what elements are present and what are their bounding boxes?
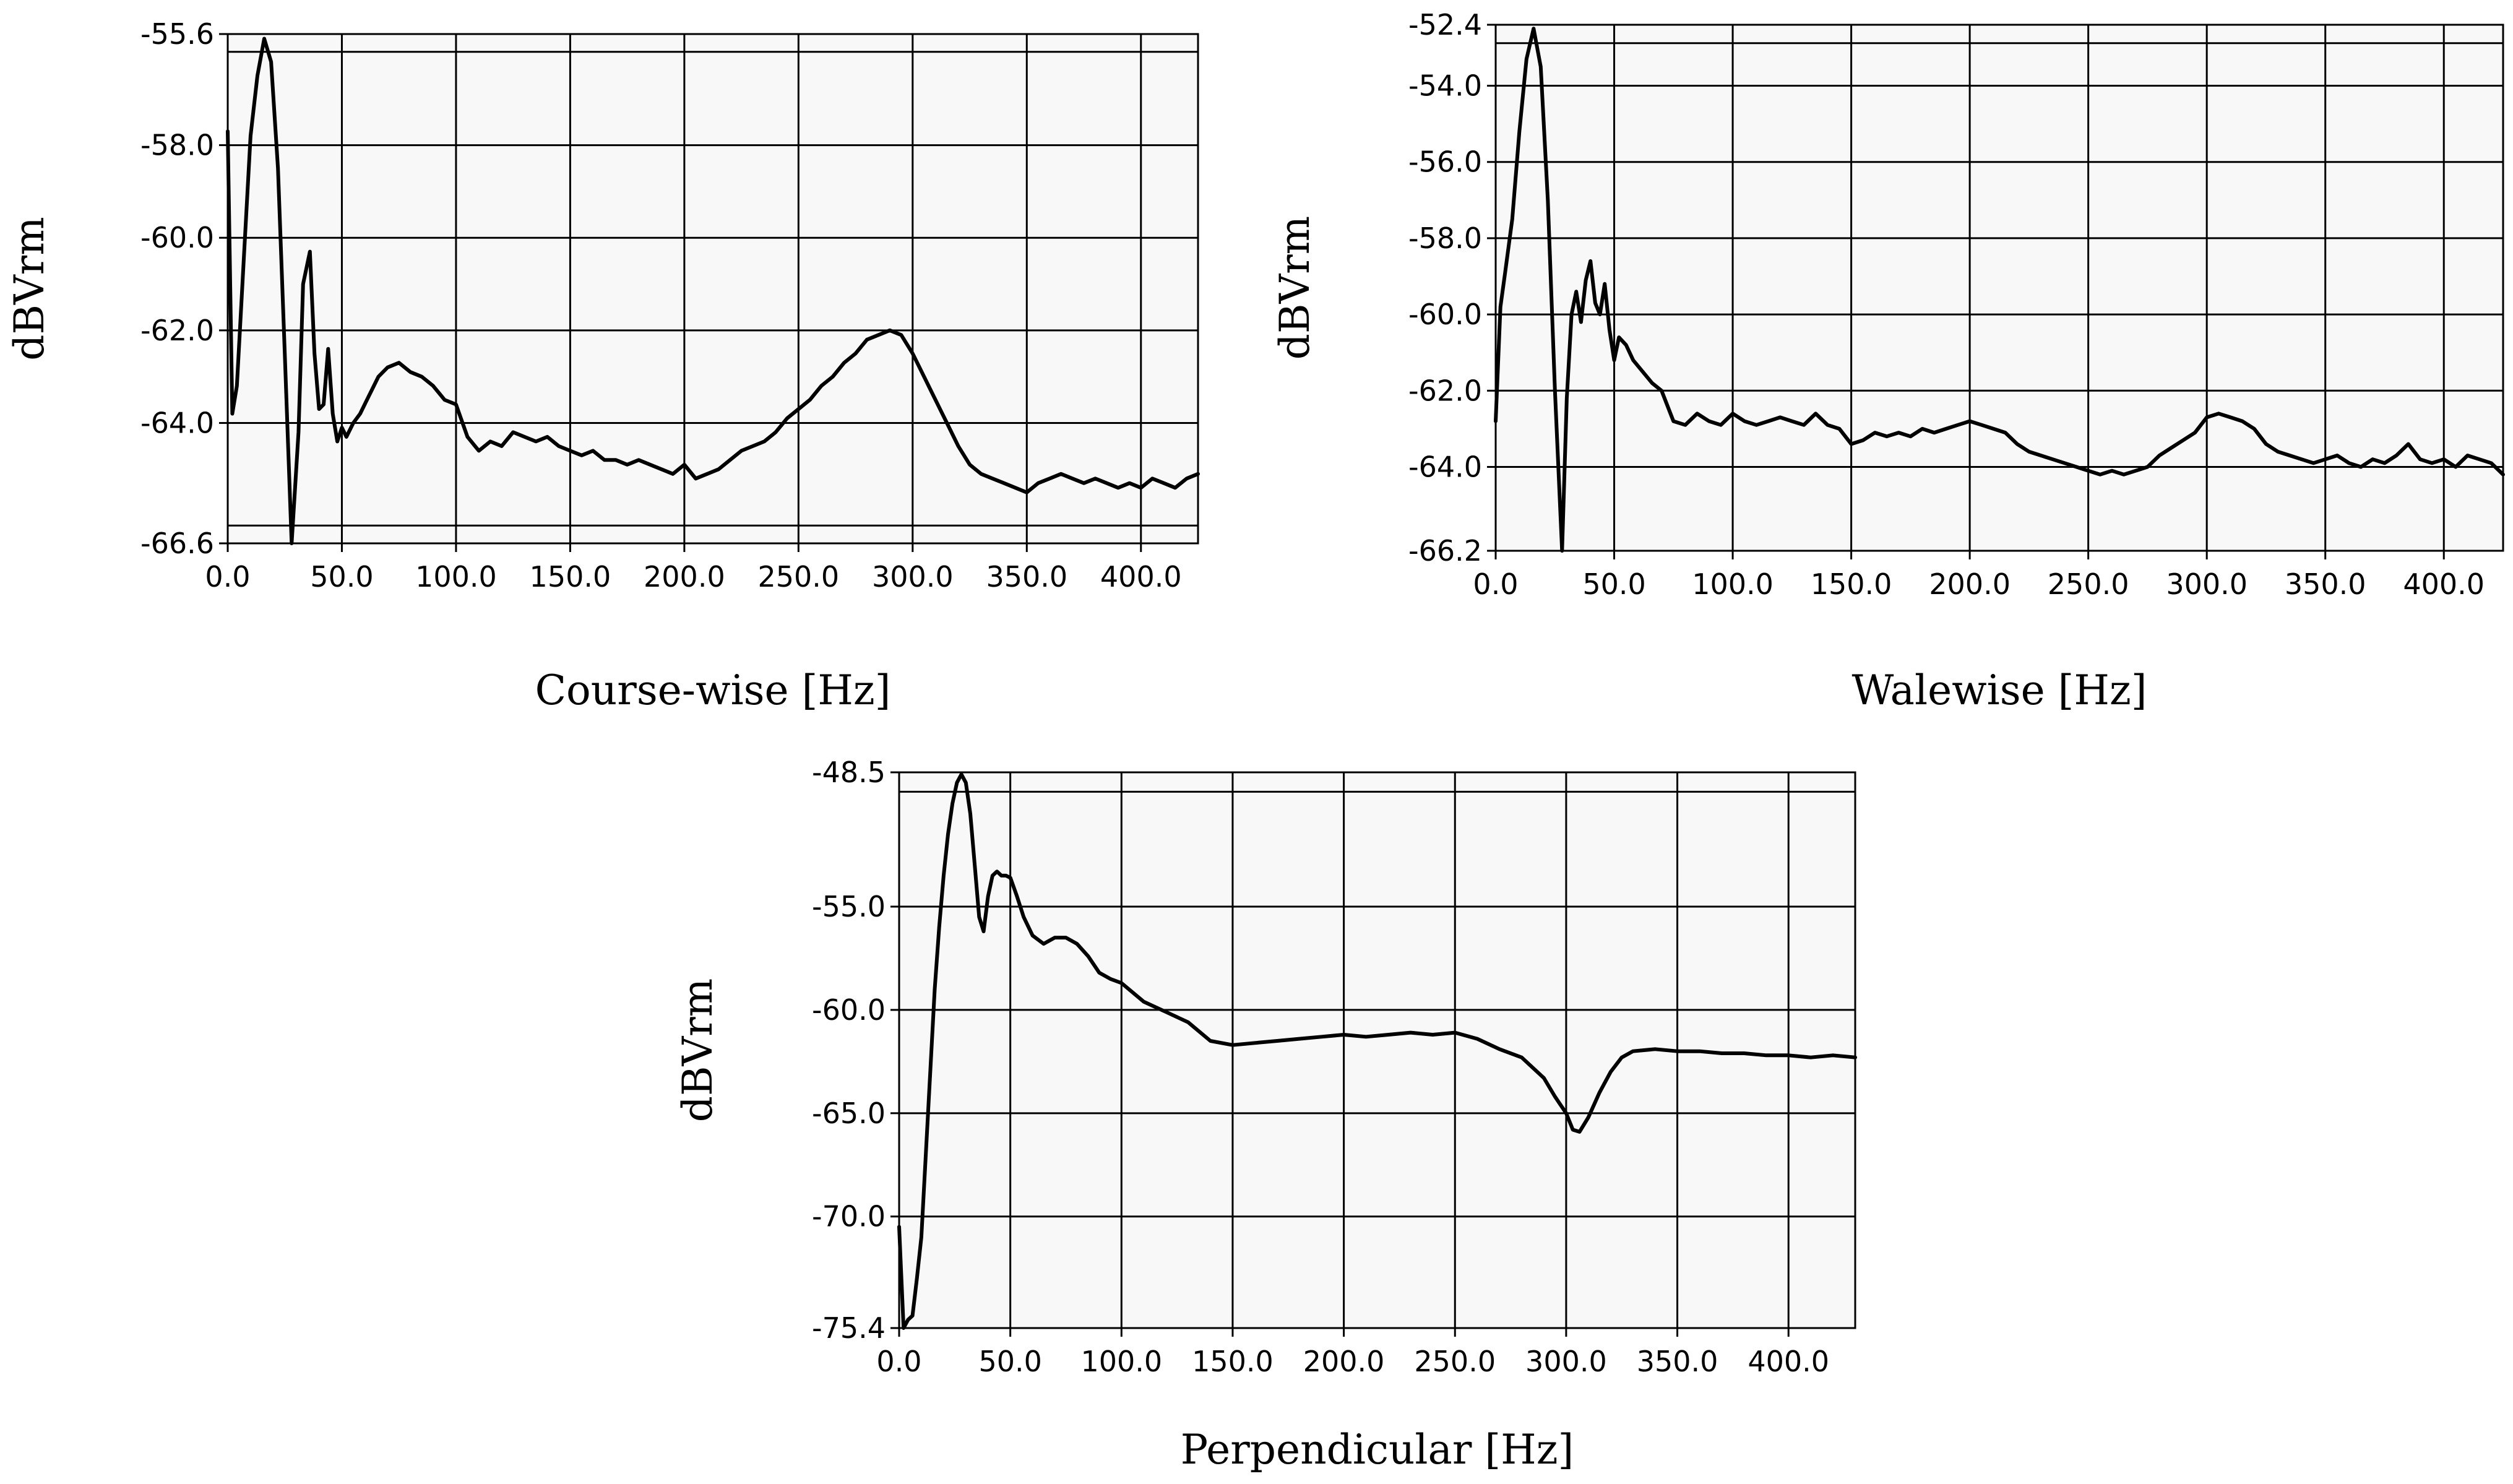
plot-area — [899, 772, 1855, 1328]
plot-area — [228, 34, 1198, 543]
y-tick-label: -56.0 — [1408, 145, 1482, 179]
x-tick-label: 250.0 — [2048, 567, 2129, 601]
x-axis-label: Walewise [Hz] — [1852, 667, 2147, 714]
plot-frame — [898, 771, 1856, 1329]
x-tick-label: 300.0 — [2166, 567, 2248, 601]
x-tick-labels: 0.0 50.0 100.0 150.0 200.0 250.0 300.0 350.0 400… — [205, 543, 1182, 593]
x-tick-label: 350.0 — [2285, 567, 2366, 601]
x-tick-label: 300.0 — [872, 560, 954, 593]
x-tick-label: 250.0 — [758, 560, 840, 593]
y-tick-label: -75.4 — [812, 1311, 886, 1345]
x-tick-label: 0.0 — [1473, 567, 1518, 601]
y-tick-label: -52.4 — [1408, 8, 1482, 41]
series-line — [226, 37, 1200, 545]
grid — [228, 34, 1198, 543]
x-axis-label: Perpendicular [Hz] — [1181, 1426, 1574, 1473]
x-tick-labels: 0.0 50.0 100.0 150.0 200.0 250.0 300.0 350.0 400… — [1473, 551, 2485, 601]
plot-area — [1496, 25, 2503, 551]
x-tick-label: 200.0 — [644, 560, 725, 593]
chart-course-wise: -66.6 -64.0 -62.0 -60.0 -58.0 -55.6 0.0 50.0 10… — [6, 17, 1200, 714]
series-line — [1494, 27, 2505, 553]
grid — [1496, 25, 2503, 551]
y-tick-label: -62.0 — [140, 314, 214, 347]
x-tick-label: 250.0 — [1414, 1345, 1496, 1378]
grid — [899, 772, 1855, 1328]
marks — [1494, 27, 2505, 553]
y-axis-label: dBVrm — [6, 217, 53, 361]
y-tick-labels: -66.6 -64.0 -62.0 -60.0 -58.0 -55.6 — [140, 17, 228, 560]
x-tick-label: 0.0 — [205, 560, 250, 593]
x-tick-label: 400.0 — [2403, 567, 2485, 601]
x-tick-label: 350.0 — [986, 560, 1067, 593]
y-tick-label: -66.6 — [140, 527, 214, 560]
y-tick-label: -60.0 — [1408, 298, 1482, 331]
y-tick-label: -64.0 — [140, 406, 214, 439]
y-tick-labels: -75.4 -70.0 -65.0 -60.0 -55.0 -48.5 — [812, 756, 899, 1345]
y-tick-label: -60.0 — [140, 221, 214, 254]
y-tick-label: -48.5 — [812, 756, 886, 789]
y-tick-label: -64.0 — [1408, 450, 1482, 483]
y-tick-label: -65.0 — [812, 1097, 886, 1130]
x-tick-label: 150.0 — [1811, 567, 1892, 601]
y-tick-label: -70.0 — [812, 1200, 886, 1233]
plot-frame — [226, 33, 1199, 545]
x-tick-label: 150.0 — [530, 560, 611, 593]
x-tick-label: 50.0 — [1582, 567, 1645, 601]
x-tick-label: 50.0 — [310, 560, 373, 593]
plot-frame — [1494, 24, 2504, 552]
x-tick-label: 200.0 — [1929, 567, 2011, 601]
x-tick-label: 300.0 — [1525, 1345, 1607, 1378]
x-tick-label: 100.0 — [415, 560, 497, 593]
x-tick-label: 100.0 — [1692, 567, 1774, 601]
x-tick-label: 200.0 — [1303, 1345, 1385, 1378]
x-tick-label: 350.0 — [1637, 1345, 1718, 1378]
x-tick-label: 400.0 — [1748, 1345, 1829, 1378]
y-tick-label: -58.0 — [1408, 222, 1482, 255]
x-axis-label: Course-wise [Hz] — [535, 667, 891, 714]
y-tick-label: -55.6 — [140, 17, 214, 51]
x-tick-label: 0.0 — [876, 1345, 921, 1378]
x-tick-label: 50.0 — [978, 1345, 1041, 1378]
y-tick-labels: -66.2 -64.0 -62.0 -60.0 -58.0 -56.0 -54.0 -52.4 — [1408, 8, 1496, 567]
x-tick-labels: 0.0 50.0 100.0 150.0 200.0 250.0 300.0 350.0 400… — [876, 1328, 1829, 1378]
marks — [226, 37, 1200, 545]
y-tick-label: -58.0 — [140, 129, 214, 162]
y-tick-label: -54.0 — [1408, 69, 1482, 103]
y-axis-label: dBVrm — [1271, 216, 1319, 360]
y-tick-label: -62.0 — [1408, 374, 1482, 407]
x-tick-label: 100.0 — [1080, 1345, 1162, 1378]
y-tick-label: -66.2 — [1408, 534, 1482, 567]
y-axis-label: dBVrm — [674, 978, 722, 1123]
chart-perpendicular: -75.4 -70.0 -65.0 -60.0 -55.0 -48.5 0.0 50.0 10… — [674, 756, 1857, 1473]
x-tick-label: 150.0 — [1192, 1345, 1274, 1378]
y-tick-label: -60.0 — [812, 993, 886, 1027]
marks — [897, 772, 1857, 1330]
series-line — [897, 772, 1857, 1330]
chart-walewise: -66.2 -64.0 -62.0 -60.0 -58.0 -56.0 -54.0 -52.4… — [1271, 8, 2505, 714]
x-tick-label: 400.0 — [1100, 560, 1182, 593]
y-tick-label: -55.0 — [812, 890, 886, 923]
